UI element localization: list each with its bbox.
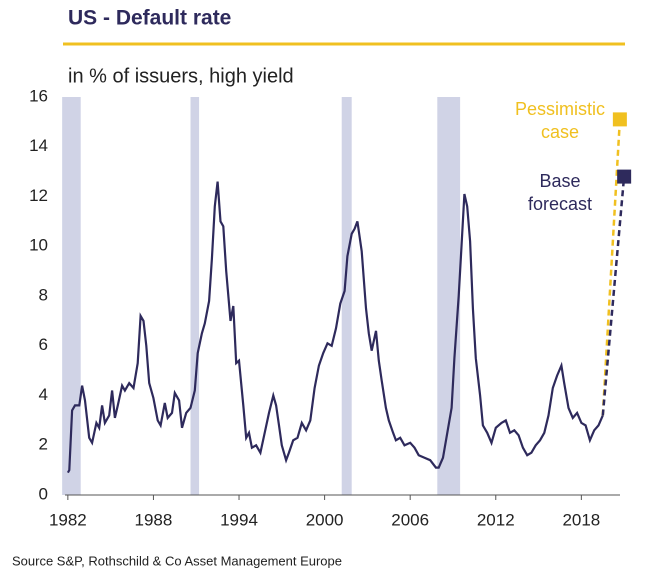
x-tick-label: 2006: [391, 510, 429, 529]
x-tick-label: 2012: [477, 510, 515, 529]
series-line: [601, 119, 622, 416]
y-tick-label: 0: [39, 484, 48, 503]
x-tick-label: 1988: [135, 510, 173, 529]
recession-band: [437, 97, 461, 495]
annotation: Pessimistic: [515, 99, 605, 119]
subtitle: in % of issuers, high yield: [68, 65, 294, 87]
recession-band: [190, 97, 200, 495]
y-tick-label: 6: [39, 335, 48, 354]
chart-title: US - Default rate: [68, 7, 231, 30]
series-line: [66, 181, 604, 474]
y-tick-label: 2: [39, 435, 48, 454]
y-tick-label: 10: [29, 236, 48, 255]
y-tick-label: 12: [29, 186, 48, 205]
x-tick-label: 1982: [49, 510, 87, 529]
recession-band: [62, 97, 81, 495]
forecast-marker: [617, 169, 632, 184]
y-tick-label: 14: [29, 136, 48, 155]
y-tick-label: 8: [39, 285, 48, 304]
source: Source S&P, Rothschild & Co Asset Manage…: [12, 553, 342, 568]
annotation: case: [541, 122, 579, 142]
annotation: forecast: [528, 194, 592, 214]
annotation: Base: [539, 171, 580, 191]
x-tick-label: 1994: [220, 510, 258, 529]
x-tick-label: 2000: [306, 510, 344, 529]
recession-band: [341, 97, 352, 495]
y-tick-label: 4: [39, 385, 48, 404]
y-tick-label: 16: [29, 86, 48, 105]
forecast-marker: [612, 112, 627, 127]
x-tick-label: 2018: [562, 510, 600, 529]
